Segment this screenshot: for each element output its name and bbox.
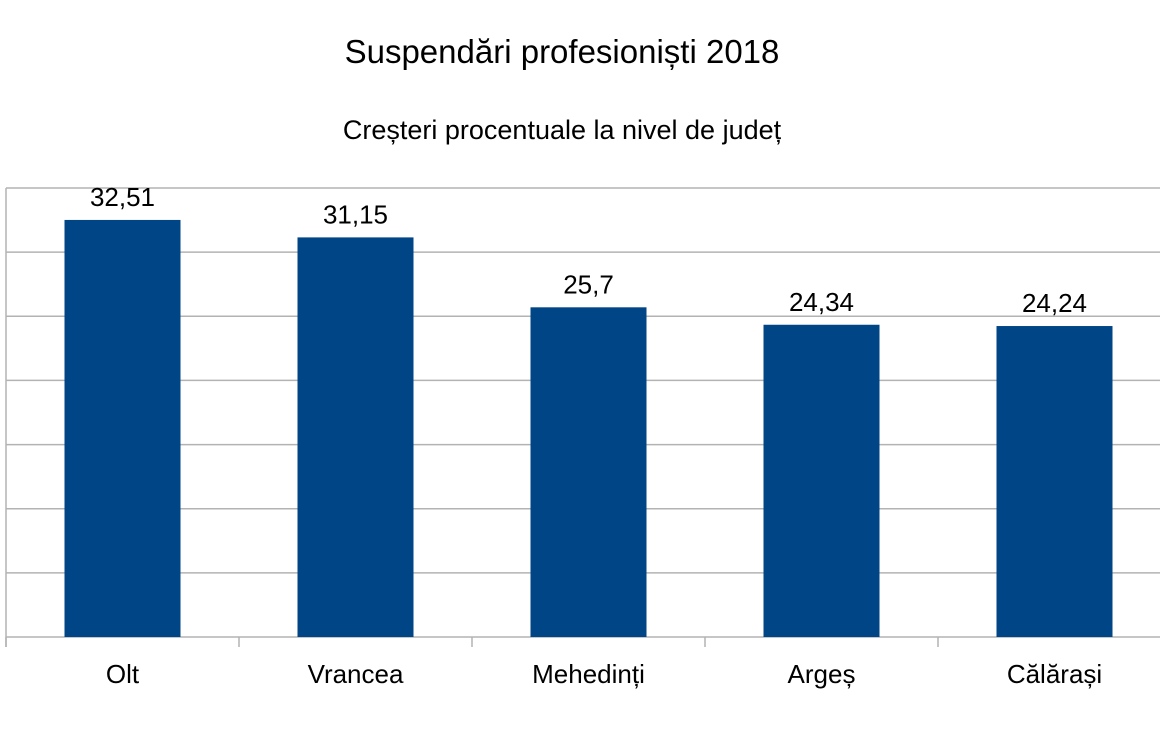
chart-title: Suspendări profesioniști 2018 <box>345 33 780 70</box>
bar-4 <box>996 326 1113 637</box>
chart-subtitle: Creșteri procentuale la nivel de județ <box>343 115 782 145</box>
plot-area: 32,51 Olt 31,15 Vrancea 25,7 Mehedinți 24,34 Ar… <box>5 182 1160 689</box>
category-label: Călărași <box>1007 659 1102 689</box>
bar-value-label: 24,24 <box>1022 288 1087 318</box>
category-label: Olt <box>106 659 140 689</box>
bar-value-label: 25,7 <box>563 269 614 299</box>
category-label: Vrancea <box>308 659 404 689</box>
bar-1 <box>297 237 414 637</box>
bar-3 <box>763 324 880 637</box>
bar-0 <box>64 219 181 637</box>
category-label: Argeș <box>788 659 856 689</box>
bar-2 <box>530 307 647 637</box>
bar-value-label: 31,15 <box>323 199 388 229</box>
category-label: Mehedinți <box>532 659 645 689</box>
bar-value-label: 24,34 <box>789 287 854 317</box>
bar-value-label: 32,51 <box>90 182 155 212</box>
